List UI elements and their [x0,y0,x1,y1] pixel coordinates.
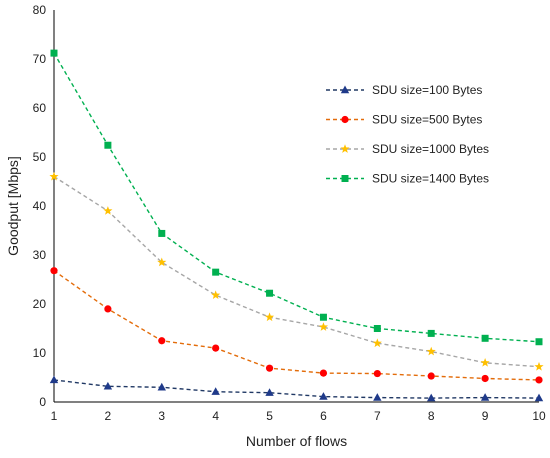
data-point [319,392,328,400]
data-point [211,387,220,395]
series-circle [50,267,543,384]
y-tick-label: 20 [33,297,47,311]
series-line [53,176,540,368]
y-tick-label: 60 [33,101,47,115]
legend-label: SDU size=500 Bytes [372,113,482,127]
data-point [264,312,275,322]
data-point [534,361,544,371]
data-point [158,229,166,237]
data-point [481,334,489,342]
data-point [103,206,113,215]
y-tick-label: 70 [33,52,47,66]
series-star [49,171,544,371]
x-tick-labels: 1 2 3 4 5 6 7 8 9 10 [51,409,546,423]
x-tick-label: 4 [212,409,219,423]
data-point [535,338,543,346]
data-point [212,344,220,352]
legend-marker [341,175,349,182]
data-point [49,171,59,181]
data-point [211,290,221,300]
legend-label: SDU size=100 Bytes [372,83,482,97]
data-point [480,393,490,401]
data-point [103,381,113,390]
x-tick-label: 6 [320,409,327,423]
x-tick-label: 7 [374,409,381,423]
legend-marker [340,85,350,94]
data-point [157,382,166,391]
legend-item: SDU size=1400 Bytes [326,172,489,186]
series-layer [49,49,544,402]
data-point [104,141,112,149]
y-tick-label: 10 [33,346,47,360]
data-point [265,388,274,396]
legend-marker [341,115,349,124]
series-line [53,379,540,399]
x-tick-label: 9 [482,409,489,423]
data-point [373,325,381,332]
data-point [212,268,220,276]
data-point [480,358,490,367]
y-tick-label: 30 [33,248,47,262]
legend-item: SDU size=500 Bytes [326,113,482,127]
data-point [535,376,543,384]
x-axis-title: Number of flows [246,433,347,449]
data-point [534,393,544,402]
y-tick-label: 80 [33,3,47,17]
data-point [427,393,436,402]
data-point [157,257,167,267]
data-point [427,329,435,337]
legend-item: SDU size=1000 Bytes [326,142,489,156]
x-tick-label: 5 [266,409,273,423]
x-tick-label: 10 [532,409,546,423]
series-triangle [49,375,544,402]
data-point [373,393,382,401]
data-point [319,369,328,377]
legend-label: SDU size=1000 Bytes [372,142,489,156]
data-point [50,267,58,275]
series-square [50,49,543,346]
data-point [49,375,59,384]
data-point [319,313,327,321]
data-point [373,369,381,378]
legend-label: SDU size=1400 Bytes [372,172,489,186]
x-tick-label: 3 [158,409,165,423]
legend: SDU size=100 Bytes SDU size=500 Bytes SDU … [326,83,489,186]
series-line [53,270,540,381]
legend-item: SDU size=100 Bytes [326,83,482,97]
data-point [50,49,58,57]
y-axis-title: Goodput [Mbps] [5,156,21,256]
y-tick-label: 40 [33,199,47,213]
data-point [265,364,274,372]
data-point [266,289,274,297]
data-point [427,372,435,380]
data-point [318,322,329,331]
y-tick-labels: 0 10 20 30 40 50 60 70 80 [33,3,47,409]
y-tick-label: 0 [39,395,46,409]
data-point [104,305,112,313]
axes [53,10,539,403]
data-point [481,374,489,383]
x-tick-label: 2 [105,409,112,423]
data-point [372,338,382,348]
data-point [426,346,436,356]
y-tick-label: 50 [33,150,47,164]
x-tick-label: 1 [51,409,58,423]
x-tick-label: 8 [428,409,435,423]
data-point [158,337,166,345]
legend-marker [340,144,350,153]
